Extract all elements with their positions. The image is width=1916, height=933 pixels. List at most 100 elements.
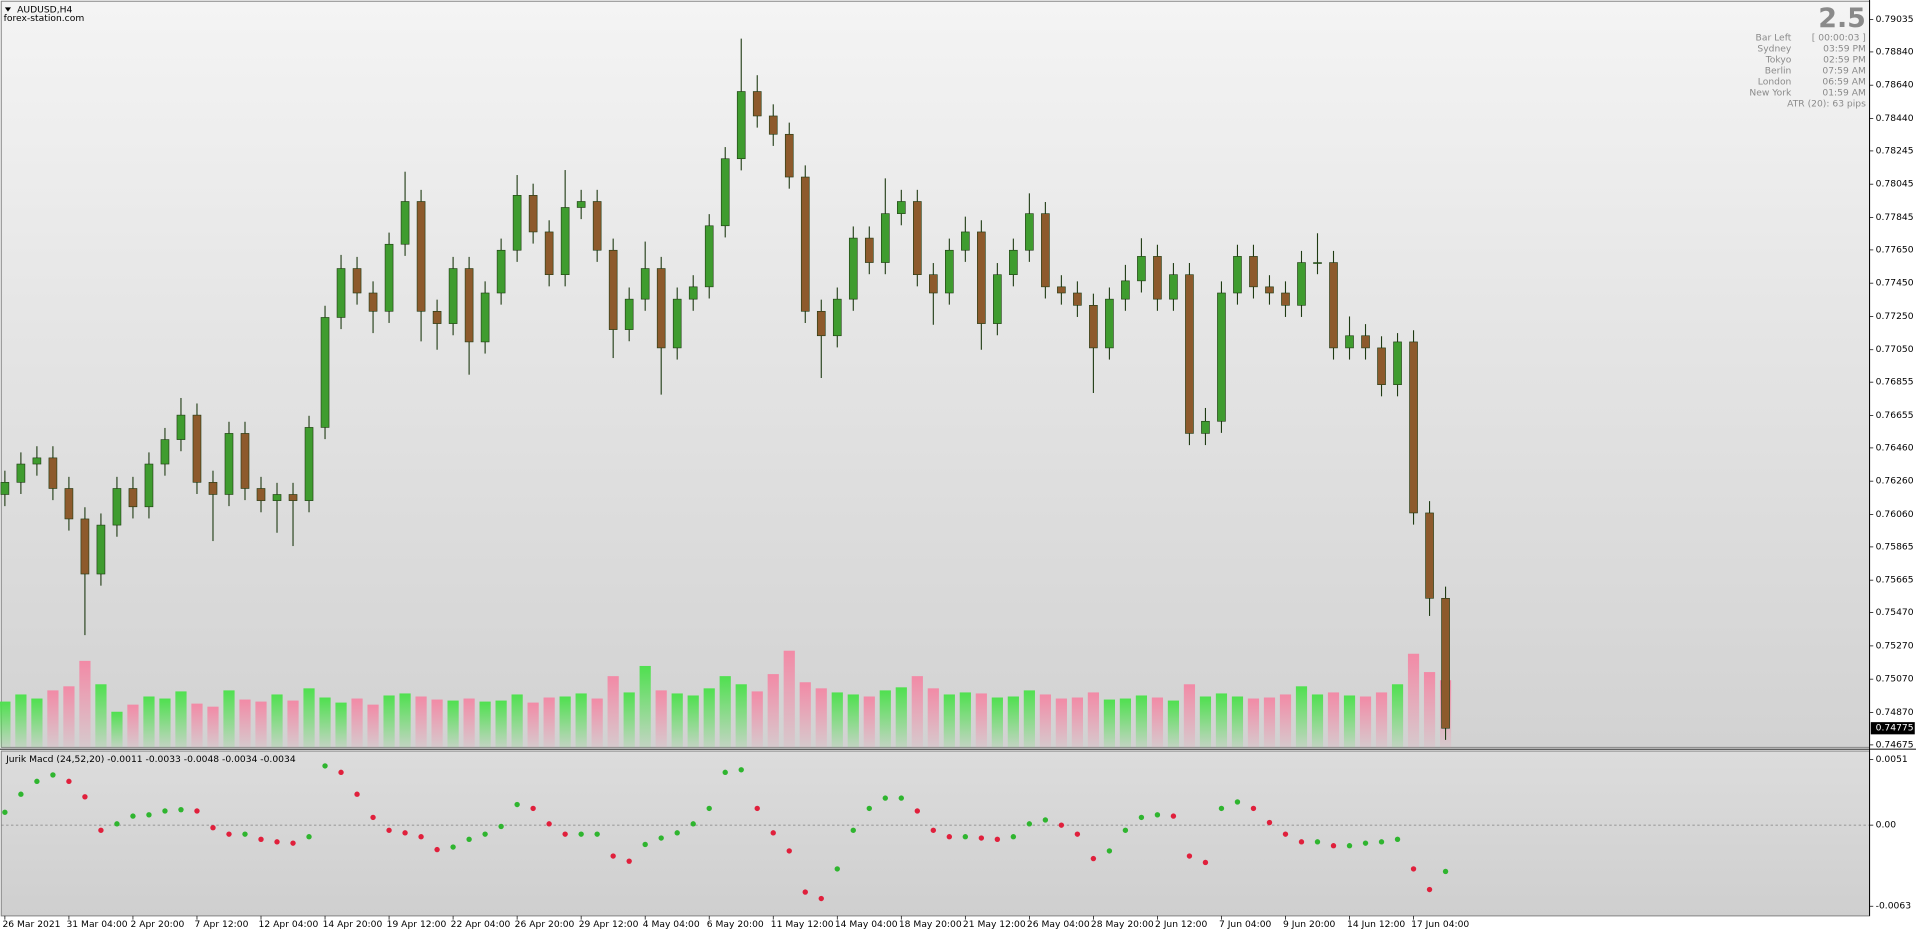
candle-body — [768, 115, 778, 135]
candle-body — [176, 414, 186, 440]
candle-body — [720, 158, 730, 227]
volume-bar — [463, 698, 475, 748]
macd-dot — [850, 827, 856, 833]
macd-dot — [242, 831, 248, 837]
volume-bar — [783, 650, 795, 748]
candle-body — [1105, 298, 1114, 349]
macd-dot — [226, 831, 232, 837]
macd-dot — [1426, 886, 1433, 893]
macd-dot — [1266, 819, 1273, 826]
candle-body — [400, 201, 410, 245]
candle-body — [432, 310, 442, 324]
y-tick-label: 0.76460 — [1876, 442, 1914, 453]
volume-bar — [927, 688, 939, 748]
last-price-box — [1870, 722, 1915, 735]
volume-bar — [703, 688, 715, 748]
macd-dot — [146, 812, 152, 818]
macd-dot — [1090, 855, 1097, 862]
candle-body — [1313, 262, 1322, 264]
x-tick-label: 6 May 20:00 — [707, 919, 764, 930]
x-tick-label: 22 Apr 04:00 — [451, 919, 511, 930]
candle-body — [336, 268, 346, 318]
x-tick-label: 26 Mar 2021 — [2, 919, 60, 930]
macd-dot — [386, 827, 392, 833]
x-tick-label: 2 Jun 12:00 — [1155, 919, 1208, 930]
macd-dot — [738, 767, 744, 773]
macd-dot — [1010, 834, 1017, 840]
macd-dot — [338, 769, 344, 776]
candle-body — [1377, 347, 1386, 385]
volume-bar — [255, 701, 267, 748]
x-tick-label: 26 Apr 20:00 — [515, 919, 575, 930]
macd-dot — [834, 866, 840, 872]
volume-bar — [1375, 692, 1388, 748]
candle-body — [128, 488, 138, 508]
y-tick-label: 0.75665 — [1876, 575, 1914, 586]
indicator-title: Jurik Macd (24,52,20) -0.0011 -0.0033 -0… — [5, 754, 296, 765]
macd-dot — [514, 801, 520, 808]
x-tick-label: 9 Jun 20:00 — [1283, 919, 1336, 930]
macd-dot — [1026, 821, 1033, 827]
y-tick-label: 0.79035 — [1876, 14, 1914, 25]
y-tick-label: -0.0063 — [1876, 901, 1912, 912]
candle-body — [1009, 249, 1018, 276]
macd-dot — [18, 791, 24, 797]
volume-bar — [975, 693, 987, 748]
macd-dot — [162, 808, 168, 814]
candle-body — [240, 433, 250, 489]
candle-body — [224, 433, 234, 495]
macd-dot — [754, 805, 760, 812]
menu-arrow[interactable] — [4, 7, 11, 12]
macd-dot — [82, 794, 88, 800]
volume-bar — [415, 696, 427, 748]
candle-body — [1169, 274, 1178, 300]
candle-body — [784, 133, 794, 178]
candle-body — [560, 207, 570, 276]
candle-body — [736, 91, 746, 160]
last-price-label: 0.74775 — [1876, 723, 1914, 734]
y-tick-label: 0.74675 — [1876, 739, 1914, 750]
volume-bar — [431, 699, 443, 748]
volume-bar — [1119, 698, 1132, 748]
candle-body — [993, 274, 1002, 324]
y-tick-label: 0.77845 — [1876, 212, 1914, 223]
macd-dot — [626, 858, 632, 864]
volume-bar — [319, 697, 331, 748]
info-label: London — [1758, 76, 1792, 87]
macd-dot — [418, 834, 424, 840]
volume-bar — [1183, 684, 1196, 748]
macd-dot — [2, 809, 8, 815]
info-value: 06:59 AM — [1822, 76, 1865, 87]
y-tick-label: 0.78045 — [1876, 179, 1914, 190]
macd-dot — [1378, 839, 1385, 845]
macd-dot — [50, 772, 56, 778]
volume-bar — [543, 697, 555, 748]
x-tick-label: 18 May 20:00 — [899, 919, 962, 930]
x-tick-label: 12 Apr 04:00 — [259, 919, 319, 930]
macd-dot — [1442, 868, 1449, 875]
macd-dot — [674, 830, 680, 836]
y-tick-label: 0.78440 — [1876, 113, 1914, 124]
x-tick-label: 14 May 04:00 — [835, 919, 898, 930]
volume-bar — [223, 690, 235, 748]
volume-bar — [671, 693, 683, 748]
macd-dot — [1282, 831, 1289, 837]
macd-dot — [210, 825, 216, 831]
candle-body — [1441, 597, 1450, 729]
y-tick-label: 0.0051 — [1876, 754, 1908, 765]
volume-bar — [527, 702, 539, 748]
volume-bar — [1167, 700, 1180, 748]
volume-bar — [447, 700, 459, 748]
macd-dot — [1410, 866, 1417, 872]
candle-body — [0, 482, 10, 495]
y-tick-label: 0.00 — [1876, 820, 1897, 831]
candle-body — [288, 494, 298, 501]
x-tick-label: 11 May 12:00 — [771, 919, 834, 930]
candle-body — [1041, 213, 1050, 288]
candle-body — [208, 482, 218, 495]
candle-body — [480, 292, 490, 343]
candle-body — [448, 268, 458, 324]
volume-bar — [1055, 698, 1067, 748]
atr-text: ATR (20): 63 pips — [1787, 98, 1866, 109]
